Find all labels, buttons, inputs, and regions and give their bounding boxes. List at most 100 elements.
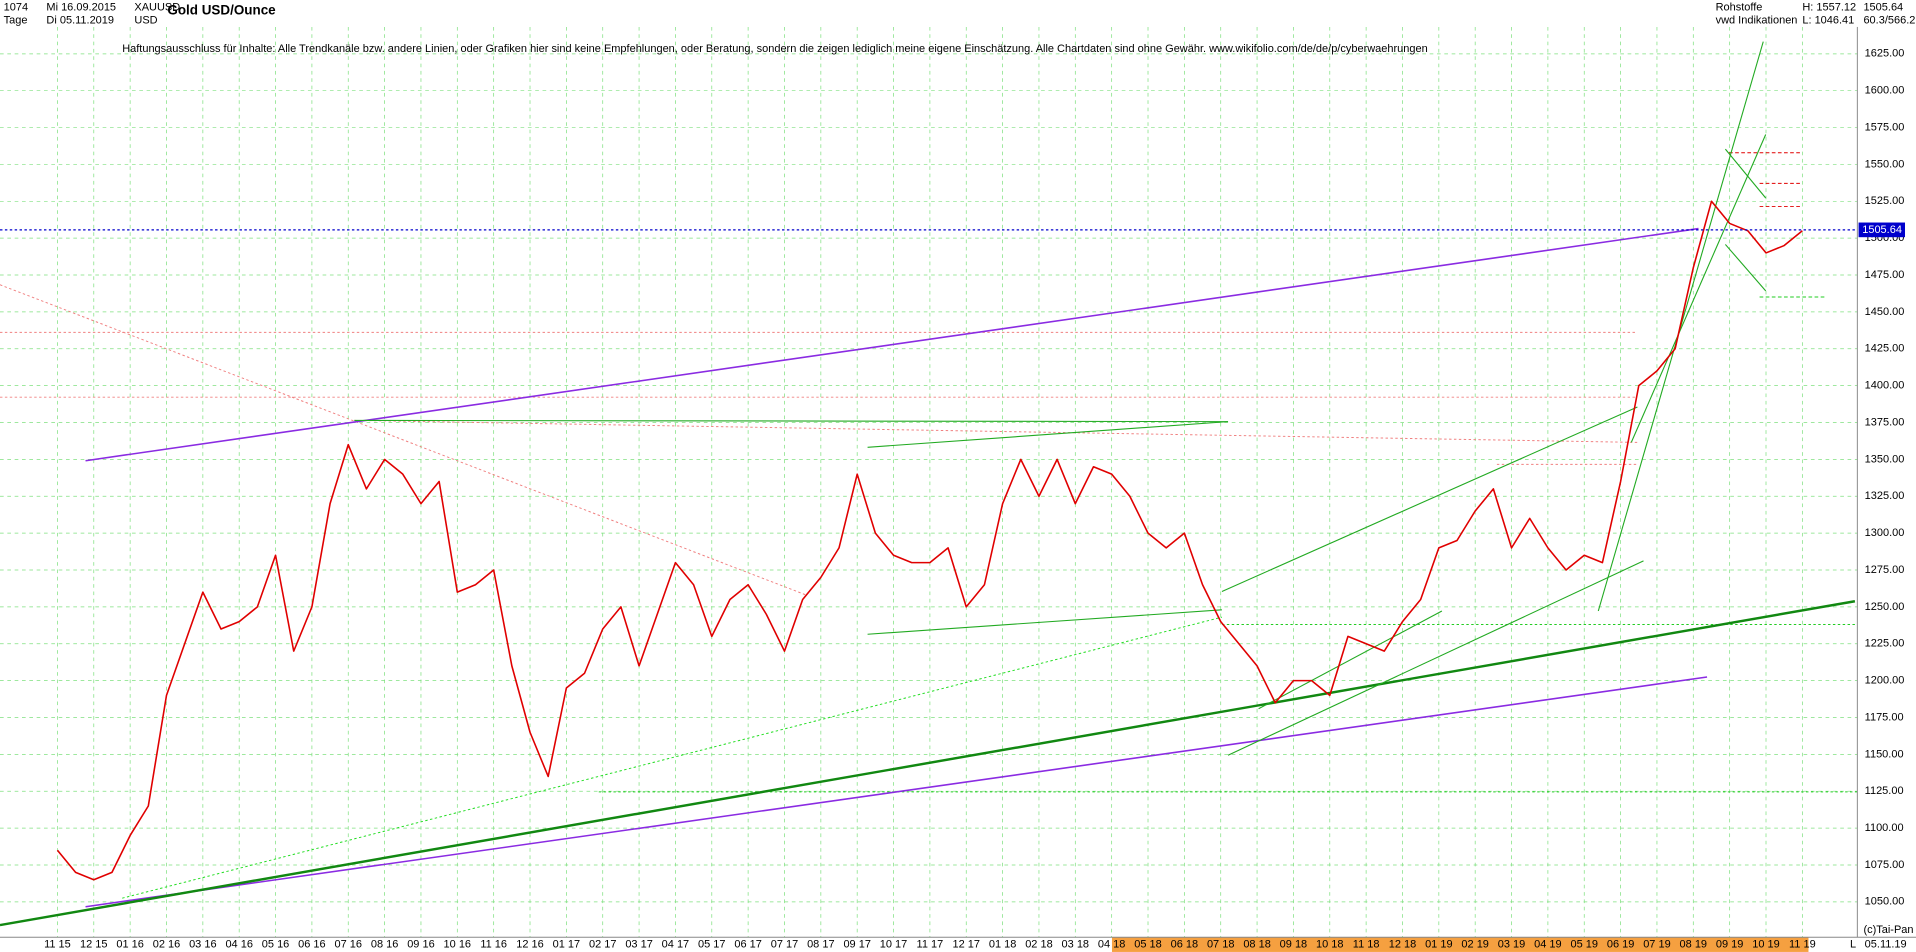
x-tick-label: 04 18 bbox=[1098, 939, 1126, 951]
x-tick-label: 01 17 bbox=[553, 939, 581, 951]
y-tick-label: 1575.00 bbox=[1865, 121, 1905, 133]
header-bg bbox=[0, 0, 1916, 27]
trend-line bbox=[0, 284, 807, 596]
y-tick-label: 1625.00 bbox=[1865, 48, 1905, 60]
price-line bbox=[56, 200, 1803, 881]
x-tick-label: 05 17 bbox=[698, 939, 726, 951]
trend-line bbox=[1724, 148, 1767, 199]
x-tick-label: 02 17 bbox=[589, 939, 617, 951]
trend-line bbox=[1724, 244, 1767, 292]
x-tick-label: 11 16 bbox=[480, 939, 507, 951]
chart-title: Gold USD/Ounce bbox=[167, 3, 276, 18]
axis-highlight bbox=[1111, 937, 1809, 952]
x-tick-label: 01 19 bbox=[1425, 939, 1453, 951]
marks bbox=[0, 200, 1858, 881]
trend-line bbox=[1630, 134, 1767, 443]
trend-line bbox=[867, 421, 1229, 448]
y-tick-label: 1600.00 bbox=[1865, 85, 1905, 97]
footer-text: (c)Tai-Pan bbox=[1863, 924, 1913, 936]
trend-line bbox=[354, 419, 1229, 423]
header-text: Di 05.11.2019 bbox=[46, 15, 114, 27]
x-tick-label: 12 17 bbox=[952, 939, 980, 951]
y-tick-label: 1175.00 bbox=[1865, 711, 1904, 723]
x-tick-label: 06 18 bbox=[1171, 939, 1199, 951]
x-tick-label: 03 17 bbox=[625, 939, 653, 951]
trend-line bbox=[85, 676, 1708, 908]
x-tick-label: 08 18 bbox=[1243, 939, 1271, 951]
trend-line bbox=[867, 609, 1222, 635]
footer-text: L bbox=[1850, 939, 1856, 951]
x-tick-label: 09 17 bbox=[843, 939, 871, 951]
x-tick-label: 01 16 bbox=[116, 939, 143, 951]
x-tick-label: 11 18 bbox=[1353, 939, 1380, 951]
y-tick-label: 1050.00 bbox=[1865, 896, 1905, 908]
y-tick-label: 1450.00 bbox=[1865, 306, 1905, 318]
x-tick-label: 05 18 bbox=[1134, 939, 1162, 951]
y-tick-label: 1525.00 bbox=[1865, 195, 1905, 207]
trend-line bbox=[0, 600, 1856, 927]
x-tick-label: 10 18 bbox=[1316, 939, 1344, 951]
y-tick-label: 1400.00 bbox=[1865, 380, 1905, 392]
x-tick-label: 07 16 bbox=[335, 939, 363, 951]
y-tick-label: 1475.00 bbox=[1865, 269, 1905, 281]
header-text: Mi 16.09.2015 bbox=[46, 1, 116, 13]
x-tick-label: 09 19 bbox=[1716, 939, 1744, 951]
x-tick-label: 09 16 bbox=[407, 939, 435, 951]
y-tick-label: 1125.00 bbox=[1865, 785, 1904, 797]
trend-lines bbox=[0, 41, 1858, 927]
y-tick-label: 1350.00 bbox=[1865, 453, 1905, 465]
x-tick-label: 10 19 bbox=[1752, 939, 1780, 951]
x-tick-label: 06 19 bbox=[1607, 939, 1635, 951]
x-tick-label: 02 19 bbox=[1461, 939, 1489, 951]
header-text: USD bbox=[134, 15, 157, 27]
annotation: Haftungsausschluss für Inhalte: Alle Tre… bbox=[122, 43, 1428, 55]
y-tick-label: 1425.00 bbox=[1865, 343, 1905, 355]
x-tick-label: 04 16 bbox=[225, 939, 253, 951]
x-tick-label: 01 18 bbox=[989, 939, 1017, 951]
trend-line bbox=[1258, 610, 1443, 710]
x-tick-label: 07 19 bbox=[1643, 939, 1671, 951]
y-tick-label: 1550.00 bbox=[1865, 158, 1905, 170]
header-text: 1505.64 bbox=[1863, 1, 1903, 13]
y-tick-label: 1300.00 bbox=[1865, 527, 1905, 539]
x-tick-label: 12 16 bbox=[516, 939, 544, 951]
header-text: vwd Indikationen bbox=[1716, 15, 1798, 27]
y-tick-label: 1250.00 bbox=[1865, 601, 1905, 613]
x-tick-label: 12 18 bbox=[1389, 939, 1417, 951]
trend-line bbox=[1227, 560, 1644, 756]
x-tick-label: 02 18 bbox=[1025, 939, 1053, 951]
grid bbox=[0, 26, 1858, 938]
footer-text: 05.11.19 bbox=[1865, 939, 1907, 951]
x-tick-label: 04 19 bbox=[1534, 939, 1562, 951]
x-tick-label: 11 19 bbox=[1789, 939, 1816, 951]
y-tick-label: 1225.00 bbox=[1865, 638, 1905, 650]
last-price-label: 1505.64 bbox=[1862, 224, 1902, 236]
x-tick-label: 02 16 bbox=[153, 939, 181, 951]
y-tick-label: 1200.00 bbox=[1865, 675, 1905, 687]
y-tick-label: 1075.00 bbox=[1865, 859, 1905, 871]
last-price-box bbox=[1858, 222, 1906, 238]
x-tick-label: 10 17 bbox=[880, 939, 908, 951]
x-tick-label: 08 19 bbox=[1680, 939, 1708, 951]
y-tick-label: 1100.00 bbox=[1865, 822, 1904, 834]
x-tick-label: 08 16 bbox=[371, 939, 399, 951]
x-tick-label: 09 18 bbox=[1280, 939, 1308, 951]
trend-line bbox=[122, 616, 1223, 899]
header-text: 60.3/566.2 bbox=[1863, 15, 1915, 27]
x-tick-label: 03 19 bbox=[1498, 939, 1526, 951]
y-tick-label: 1325.00 bbox=[1865, 490, 1905, 502]
x-tick-label: 07 17 bbox=[771, 939, 799, 951]
x-tick-label: 10 16 bbox=[444, 939, 472, 951]
trend-line bbox=[1221, 406, 1638, 592]
x-tick-label: 05 19 bbox=[1570, 939, 1598, 951]
x-tick-label: 03 18 bbox=[1062, 939, 1090, 951]
header-text: XAUUSD bbox=[134, 1, 180, 13]
header-text: L: 1046.41 bbox=[1802, 15, 1854, 27]
y-tick-label: 1150.00 bbox=[1865, 748, 1904, 760]
header-text: H: 1557.12 bbox=[1802, 1, 1856, 13]
x-tick-label: 11 17 bbox=[917, 939, 944, 951]
x-tick-label: 03 16 bbox=[189, 939, 217, 951]
y-tick-label: 1275.00 bbox=[1865, 564, 1905, 576]
